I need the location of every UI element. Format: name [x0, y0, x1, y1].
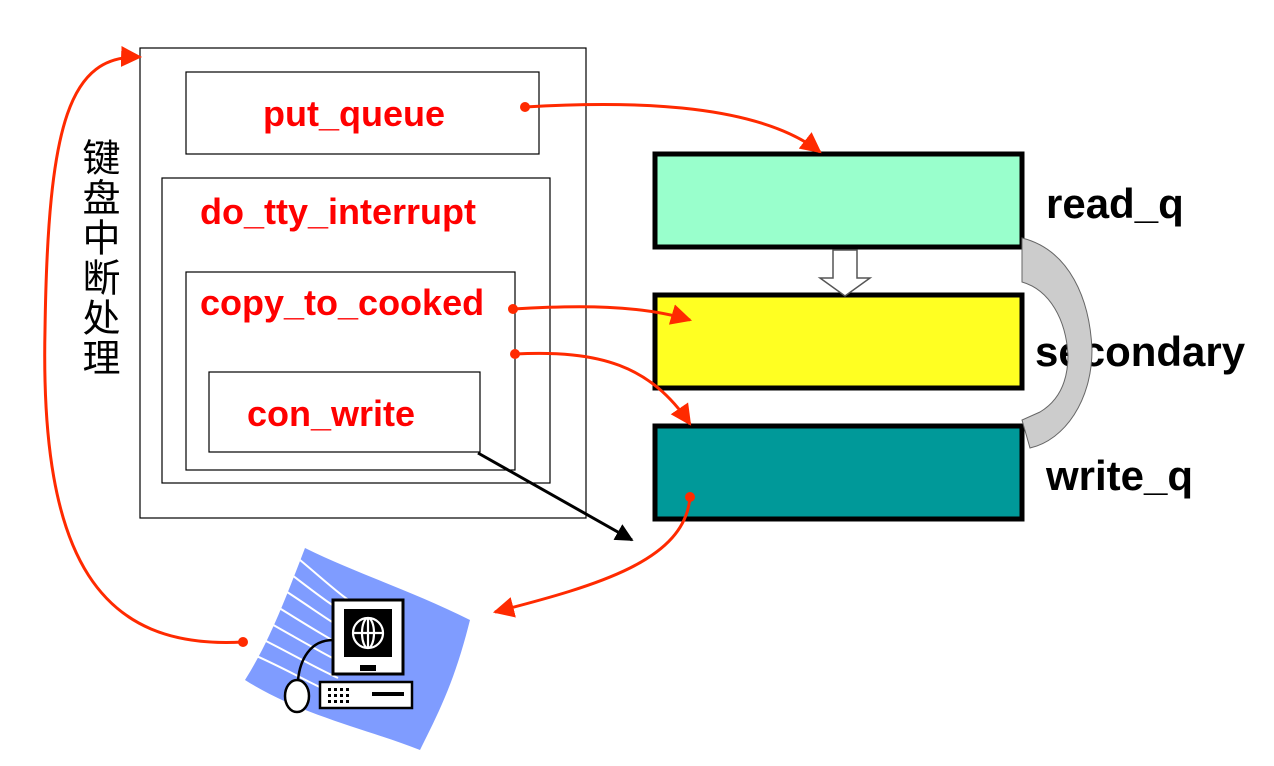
interrupt-handler-frame	[139, 47, 587, 519]
do-tty-interrupt-label: do_tty_interrupt	[200, 191, 476, 232]
globe-icon	[351, 616, 385, 650]
copy-to-cooked-arrow	[512, 304, 693, 325]
mouse-icon	[283, 678, 311, 714]
read-to-secondary-arrow	[817, 249, 873, 297]
put-queue-arrow	[524, 102, 822, 154]
write-q-label: write_q	[1045, 452, 1193, 499]
read-q-box	[652, 151, 1025, 250]
copy-to-write-arrow	[514, 351, 692, 426]
computer-icon	[245, 548, 470, 750]
copy-to-cooked-label: copy_to_cooked	[200, 282, 484, 323]
con-write-arrow	[477, 451, 634, 542]
put-queue-label: put_queue	[263, 93, 445, 134]
con-write-label: con_write	[247, 393, 415, 434]
write-q-to-screen-arrow	[492, 496, 692, 618]
curved-flow-band	[1021, 237, 1093, 449]
keyboard-loop-arrow	[43, 45, 244, 644]
con-write-box	[208, 371, 481, 453]
vertical-label: 键盘中断处理	[76, 138, 120, 378]
write-q-box	[652, 423, 1025, 522]
read-q-label: read_q	[1046, 180, 1184, 227]
keyboard-icon	[318, 680, 414, 710]
put-queue-box	[185, 71, 540, 155]
secondary-box	[652, 292, 1025, 391]
